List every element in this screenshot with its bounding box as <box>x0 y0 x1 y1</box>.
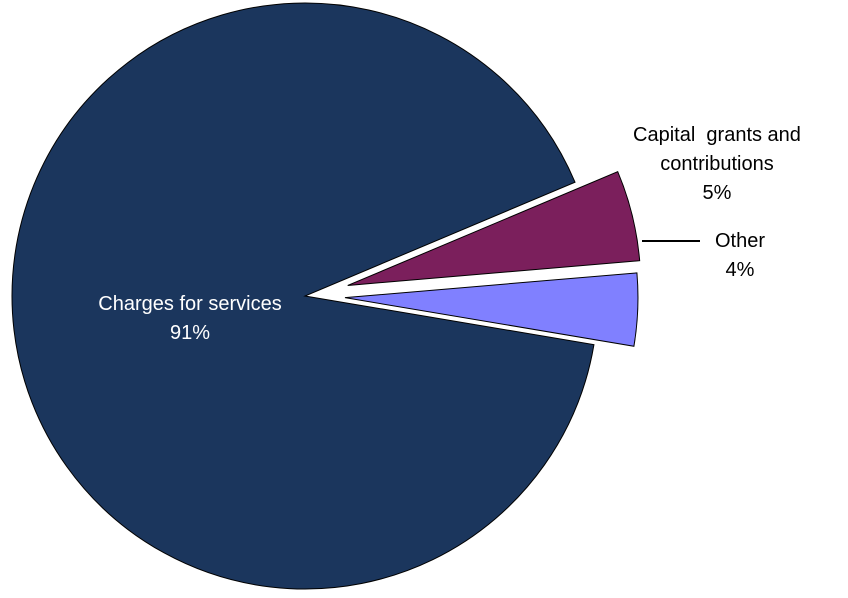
pie-slice-charges-for-services <box>11 2 595 590</box>
pie-labels: Charges for services 91% Capital grants an… <box>98 124 801 344</box>
pie-slices <box>11 2 641 590</box>
slice-name-label: contributions <box>660 153 773 175</box>
slice-name-label: Capital grants and <box>633 124 801 146</box>
pie-slice-other <box>344 272 639 347</box>
slice-label-other: Other 4% <box>715 230 765 281</box>
slice-percent-label: 4% <box>726 259 755 281</box>
slice-percent-label: 5% <box>703 182 732 204</box>
pie-slice-capital-grants-and-contributions <box>347 171 641 286</box>
slice-name-label: Other <box>715 230 765 252</box>
slice-label-charges-for-services: Charges for services 91% <box>98 293 281 344</box>
slice-percent-label: 91% <box>170 322 210 344</box>
slice-label-capital-grants-and-contributions: Capital grants and contributions 5% <box>633 124 801 204</box>
slice-name-label: Charges for services <box>98 293 281 315</box>
